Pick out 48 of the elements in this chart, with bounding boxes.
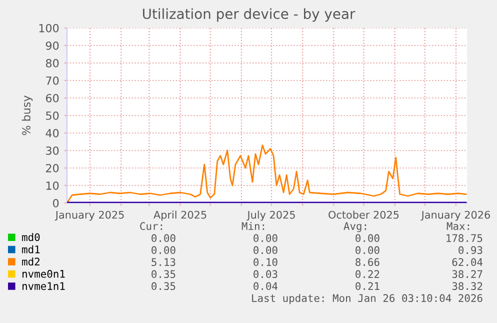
text: Last update: Mon Jan 26 03:10:04 2026	[252, 294, 482, 304]
text: 0.04	[254, 282, 278, 290]
text: 0.93	[458, 246, 482, 254]
text: Max:	[446, 222, 470, 230]
text: 0.00	[254, 246, 278, 254]
legend-label: md2	[22, 257, 40, 266]
text: 62.04	[452, 258, 483, 266]
legend-label: nvme1n1	[22, 282, 65, 290]
y-tick-label: 20	[46, 164, 59, 172]
x-tick-label: October 2025	[328, 210, 399, 219]
y-tick-label: 40	[46, 128, 59, 138]
legend-label: md1	[22, 245, 40, 254]
y-tick-label: 60	[46, 94, 59, 102]
y-tick-label: 70	[46, 76, 59, 85]
text: 5.13	[152, 258, 176, 266]
x-tick-label: January 2025	[54, 210, 124, 221]
text: 0.00	[152, 234, 176, 242]
text: Min:	[242, 222, 264, 230]
legend-label: md0	[22, 233, 40, 242]
y-tick-label: 100	[39, 24, 59, 32]
legend-label: nvme0n1	[22, 270, 65, 278]
text: 0.00	[152, 246, 176, 254]
text: Cur:	[140, 222, 162, 230]
text: 8.66	[356, 258, 380, 266]
text: 0.22	[356, 270, 380, 278]
y-tick-label: 90	[46, 41, 59, 50]
text: 0.00	[356, 234, 380, 242]
text: 0.00	[254, 234, 278, 242]
text: 38.32	[452, 282, 482, 290]
text: 0.00	[356, 246, 380, 254]
y-tick-label: 0	[53, 198, 59, 208]
text: 0.35	[152, 270, 176, 278]
x-tick-label: January 2026	[420, 210, 490, 221]
text: Avg:	[344, 222, 366, 232]
x-tick-label: July 2025	[246, 210, 295, 221]
text: 0.21	[356, 282, 380, 290]
text: 178.75	[446, 234, 482, 242]
chart-title: Utilization per device - by year	[143, 8, 356, 22]
text: 0.35	[152, 282, 176, 290]
text: 38.27	[452, 270, 482, 278]
y-axis-title: % busy	[22, 96, 33, 136]
text: 0.03	[254, 270, 278, 278]
text: 0.10	[254, 258, 278, 266]
y-tick-label: 50	[46, 111, 59, 120]
y-tick-label: 30	[46, 146, 59, 155]
y-tick-label: 80	[46, 58, 59, 68]
y-tick-label: 10	[46, 181, 59, 190]
x-tick-label: April 2025	[154, 210, 206, 221]
